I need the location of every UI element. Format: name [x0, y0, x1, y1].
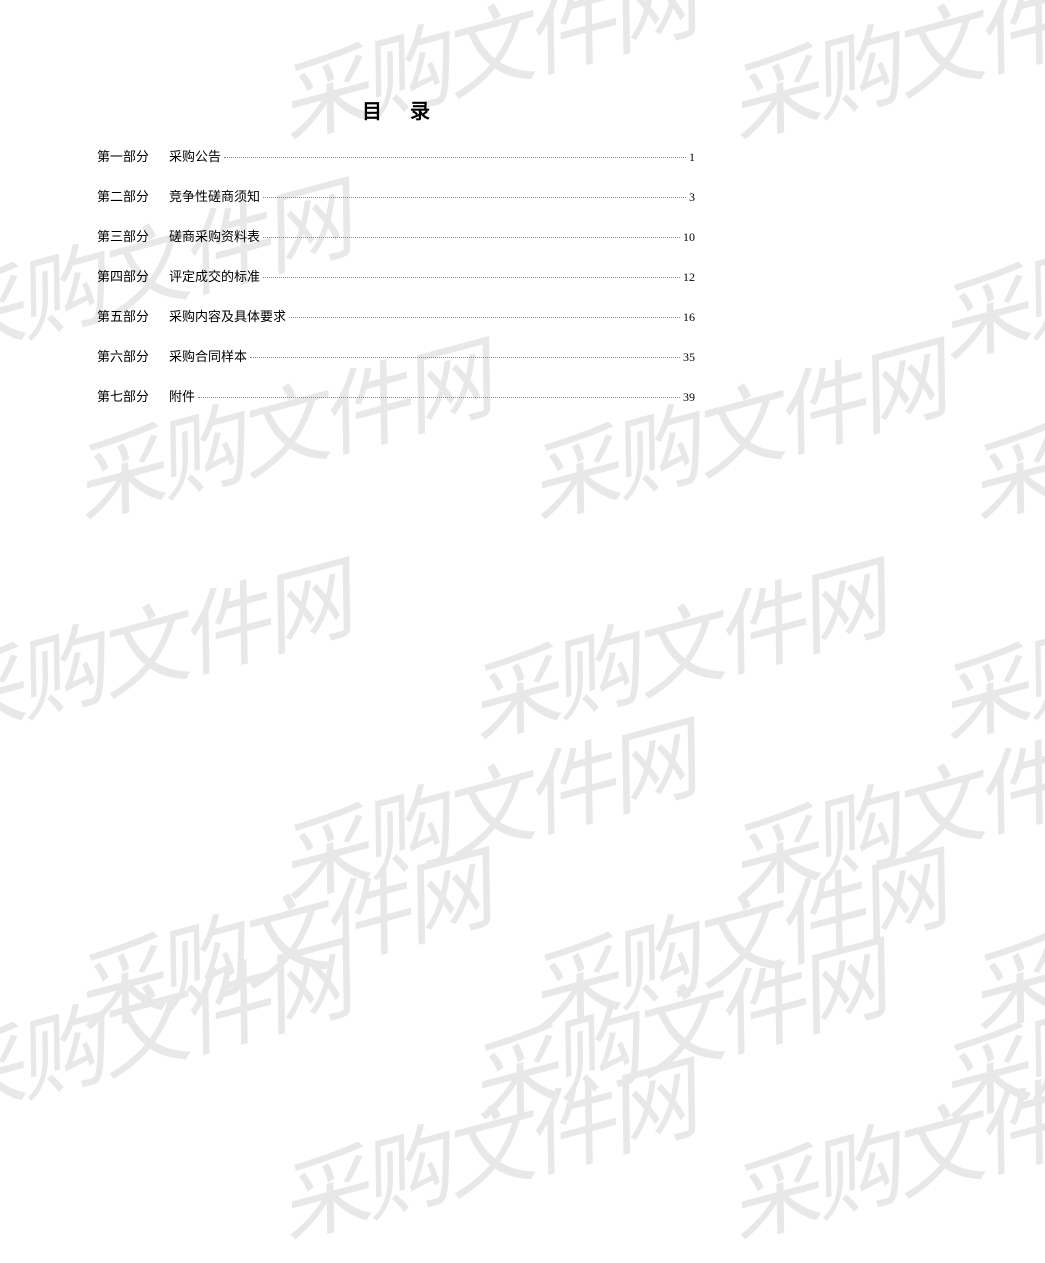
toc-section-title: 采购公告 — [169, 146, 221, 165]
toc-entry: 第一部分 采购公告 1 — [97, 146, 695, 165]
toc-part-label: 第五部分 — [97, 306, 149, 325]
toc-entry: 第六部分 采购合同样本 35 — [97, 346, 695, 365]
toc-entry: 第四部分 评定成交的标准 12 — [97, 266, 695, 285]
watermark-text: 采购文件网 — [55, 817, 499, 1053]
watermark-text: 采购文件网 — [450, 527, 894, 763]
toc-section-title: 采购内容及具体要求 — [169, 306, 286, 325]
toc-part-label: 第一部分 — [97, 146, 149, 165]
toc-page-number: 16 — [683, 310, 695, 325]
watermark-text: 采购文件网 — [260, 687, 704, 923]
toc-dot-leader — [224, 157, 686, 158]
toc-part-label: 第三部分 — [97, 226, 149, 245]
watermark-text: 采购文件网 — [920, 527, 1045, 763]
watermark-text: 采购文件网 — [0, 907, 360, 1143]
toc-page-number: 39 — [683, 390, 695, 405]
toc-section-title: 竞争性磋商须知 — [169, 186, 260, 205]
toc-section-title: 附件 — [169, 386, 195, 405]
toc-dot-leader — [263, 197, 686, 198]
watermark-text: 采购文件网 — [450, 907, 894, 1143]
toc-part-label: 第二部分 — [97, 186, 149, 205]
watermark-text: 采购文件网 — [0, 527, 360, 763]
toc-dot-leader — [198, 397, 680, 398]
toc-page-number: 12 — [683, 270, 695, 285]
title-char-1: 目 — [362, 101, 382, 123]
toc-section-title: 采购合同样本 — [169, 346, 247, 365]
toc-part-label: 第七部分 — [97, 386, 149, 405]
watermark-text: 采购文件网 — [950, 817, 1045, 1053]
toc-part-label: 第六部分 — [97, 346, 149, 365]
toc-page-number: 10 — [683, 230, 695, 245]
toc-page-number: 1 — [689, 150, 695, 165]
toc-dot-leader — [263, 277, 680, 278]
toc-dot-leader — [289, 317, 680, 318]
toc-entry: 第三部分 磋商采购资料表 10 — [97, 226, 695, 245]
document-content: 目录 第一部分采购公告1第二部分竞争性磋商须知3第三部分磋商采购资料表10第四部… — [0, 0, 1045, 405]
toc-list: 第一部分 采购公告 1 第二部分 竞争性磋商须知 3 第三部分 磋商采购资料表 10 第四部分 评定… — [97, 146, 695, 405]
toc-entry: 第七部分 附件 39 — [97, 386, 695, 405]
watermark-text: 采购文件网 — [510, 817, 954, 1053]
title-char-2: 录 — [410, 101, 430, 123]
toc-section-title: 评定成交的标准 — [169, 266, 260, 285]
toc-page-number: 3 — [689, 190, 695, 205]
toc-heading: 目录 — [97, 95, 695, 124]
toc-entry: 第二部分 竞争性磋商须知 3 — [97, 186, 695, 205]
toc-section-title: 磋商采购资料表 — [169, 226, 260, 245]
watermark-text: 采购文件网 — [710, 687, 1045, 923]
toc-entry: 第五部分 采购内容及具体要求 16 — [97, 306, 695, 325]
toc-dot-leader — [250, 357, 680, 358]
toc-page-number: 35 — [683, 350, 695, 365]
toc-part-label: 第四部分 — [97, 266, 149, 285]
watermark-text: 采购文件网 — [710, 1027, 1045, 1263]
watermark-text: 采购文件网 — [260, 1027, 704, 1263]
watermark-text: 采购文件网 — [920, 907, 1045, 1143]
toc-dot-leader — [263, 237, 680, 238]
